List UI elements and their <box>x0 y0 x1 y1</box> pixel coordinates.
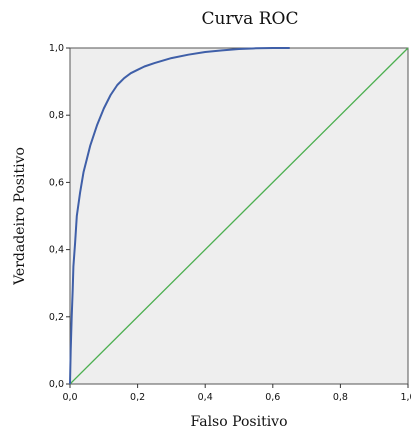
x-tick-label: 0,8 <box>333 392 348 403</box>
x-tick-label: 1,0 <box>400 392 411 403</box>
reference-diagonal-line <box>69 47 409 385</box>
x-tick-label: 0,2 <box>130 392 145 403</box>
x-axis-title: Falso Positivo <box>190 414 287 430</box>
chart-title: Curva ROC <box>202 9 299 29</box>
y-tick-label: 0,8 <box>49 110 64 121</box>
x-tick-label: 0,0 <box>62 392 77 403</box>
y-tick-label: 0,6 <box>49 177 64 188</box>
x-tick-label: 0,6 <box>265 392 280 403</box>
roc-curve <box>69 47 290 385</box>
y-tick-label: 0,0 <box>49 379 64 390</box>
x-tick-label: 0,4 <box>198 392 213 403</box>
y-tick-label: 0,2 <box>49 312 64 323</box>
y-tick-label: 0,4 <box>49 245 64 256</box>
y-tick-label: 1,0 <box>49 43 64 54</box>
y-axis-title: Verdadeiro Positivo <box>12 147 28 286</box>
